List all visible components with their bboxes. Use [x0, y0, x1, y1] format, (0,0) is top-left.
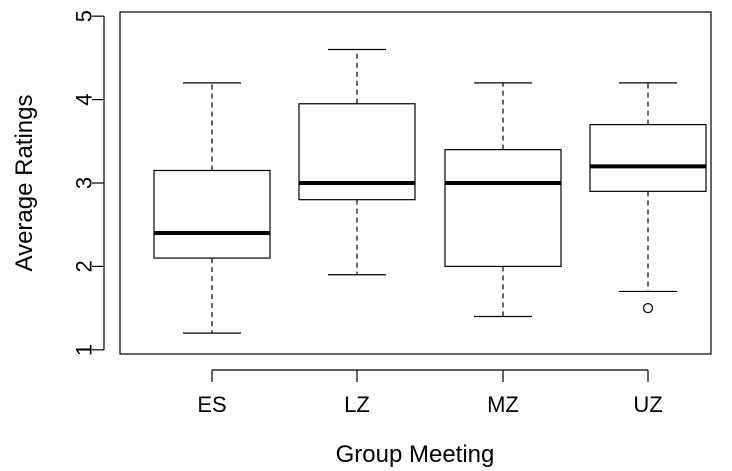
iqr-box: [589, 124, 707, 192]
y-tick-label: 3: [72, 177, 97, 189]
x-tick-label: UZ: [633, 392, 662, 417]
y-tick-label: 4: [72, 93, 97, 105]
box-es: [153, 82, 271, 334]
x-tick-label: LZ: [344, 392, 370, 417]
y-tick-label: 2: [72, 260, 97, 272]
box-lz: [298, 48, 416, 276]
y-axis-title: Average Ratings: [11, 95, 38, 272]
x-tick-label: MZ: [487, 392, 519, 417]
plot-frame: [119, 11, 712, 355]
x-axis-title: Group Meeting: [336, 441, 495, 468]
box-series: [153, 48, 707, 334]
y-tick-label: 1: [72, 344, 97, 356]
iqr-box: [298, 103, 416, 201]
y-axis: 1 2 3 4 5: [72, 10, 105, 356]
outlier-point: [642, 303, 654, 314]
x-tick-label: ES: [197, 392, 226, 417]
y-tick-label: 5: [72, 10, 97, 22]
box-uz: [589, 82, 707, 314]
x-axis: ES LZ MZ UZ: [197, 369, 663, 417]
box-mz: [444, 82, 562, 318]
iqr-box: [153, 169, 271, 259]
iqr-box: [444, 149, 562, 268]
